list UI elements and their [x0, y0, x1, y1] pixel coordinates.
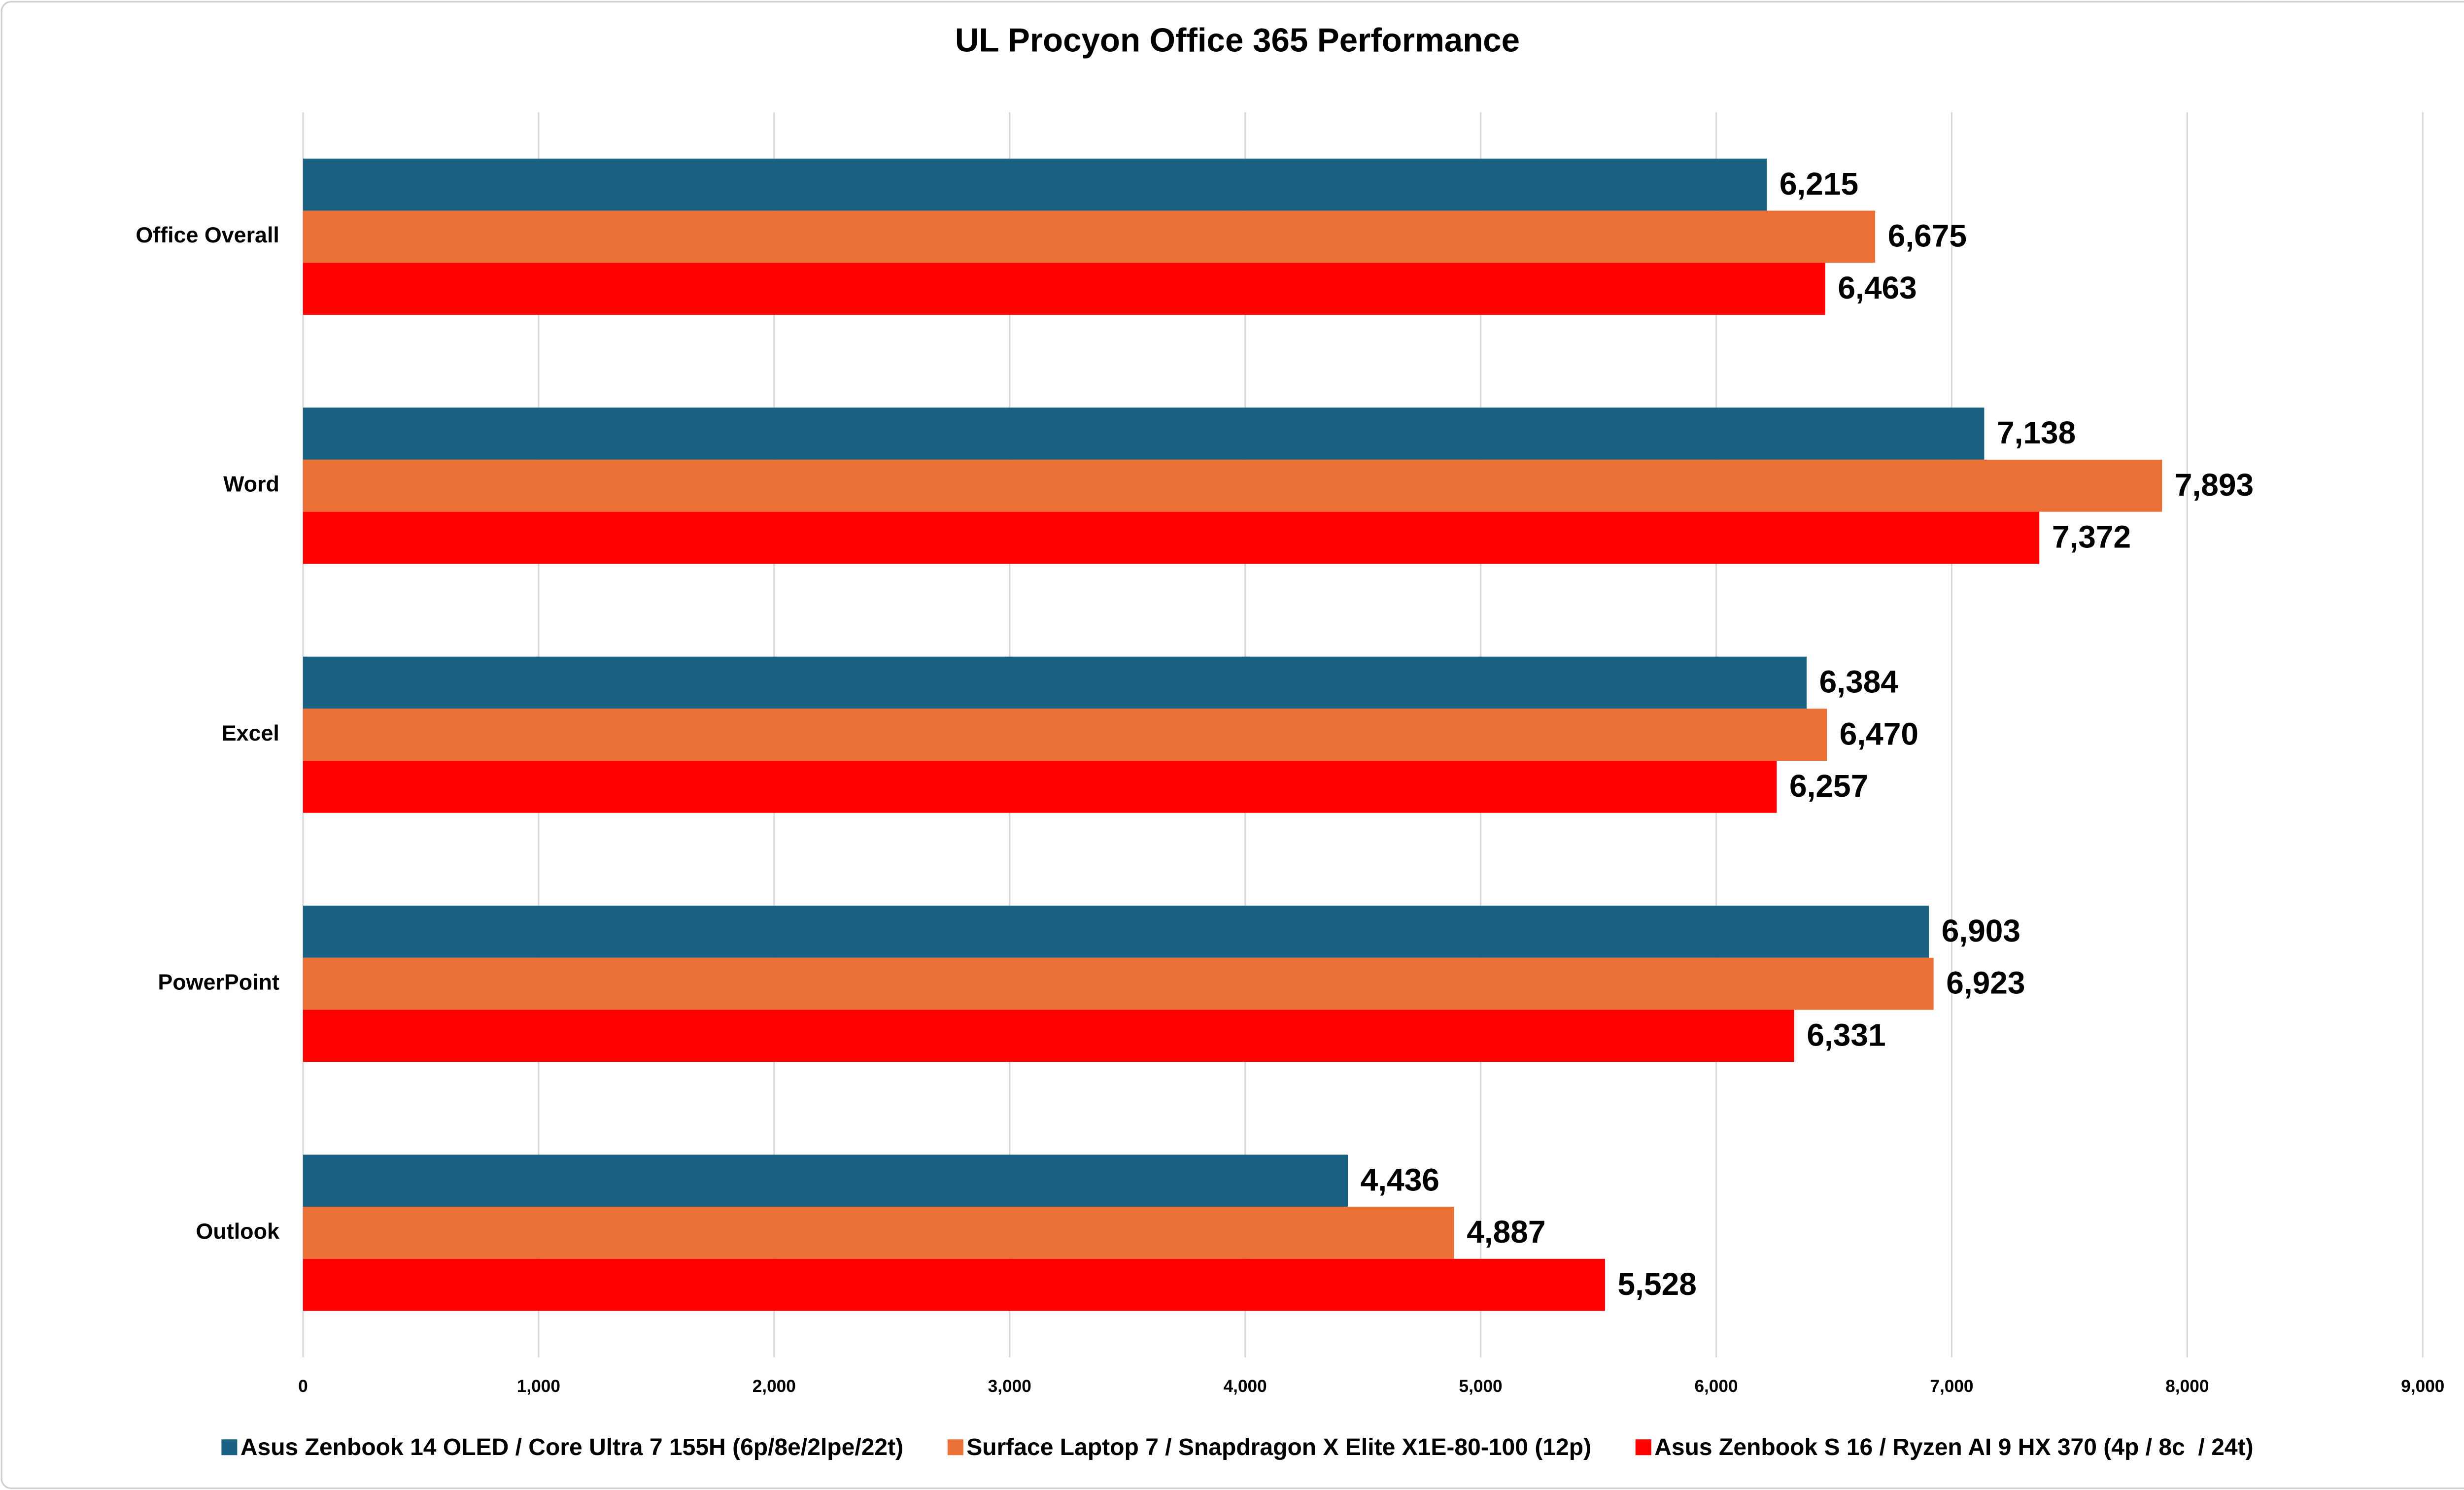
x-tick-label: 5,000	[1459, 1377, 1503, 1396]
data-label: 6,257	[1789, 768, 1868, 804]
legend-label: Asus Zenbook 14 OLED / Core Ultra 7 155H…	[240, 1434, 903, 1460]
legend-swatch	[1635, 1439, 1651, 1456]
bar	[303, 158, 1767, 211]
bar	[303, 656, 1807, 709]
data-label: 4,436	[1361, 1162, 1439, 1197]
chart-title: UL Procyon Office 365 Performance	[955, 22, 1520, 59]
data-label: 6,384	[1819, 664, 1899, 700]
x-tick-label: 3,000	[988, 1377, 1031, 1396]
bar	[303, 761, 1777, 813]
bar	[303, 957, 1934, 1010]
data-label: 6,903	[1942, 913, 2020, 948]
y-tick-label: Word	[223, 472, 279, 497]
y-tick-label: Office Overall	[136, 222, 279, 247]
data-label: 7,138	[1997, 415, 2076, 450]
bar	[303, 1207, 1454, 1259]
x-tick-label: 0	[298, 1377, 308, 1396]
legend-label: Surface Laptop 7 / Snapdragon X Elite X1…	[966, 1434, 1591, 1460]
bar	[303, 1154, 1348, 1207]
bar	[303, 1010, 1794, 1062]
data-label: 6,331	[1807, 1017, 1885, 1052]
bar	[303, 263, 1825, 315]
x-tick-label: 6,000	[1694, 1377, 1738, 1396]
x-tick-label: 4,000	[1224, 1377, 1267, 1396]
data-label: 5,528	[1618, 1266, 1697, 1302]
data-label: 6,215	[1780, 166, 1858, 202]
x-tick-label: 2,000	[753, 1377, 796, 1396]
bar	[303, 709, 1827, 761]
legend-swatch	[221, 1439, 238, 1456]
data-label: 4,887	[1467, 1214, 1545, 1250]
x-tick-label: 9,000	[2401, 1377, 2444, 1396]
data-label: 6,470	[1840, 716, 1918, 751]
x-tick-label: 1,000	[517, 1377, 560, 1396]
legend-label: Asus Zenbook S 16 / Ryzen AI 9 HX 370 (4…	[1654, 1434, 2253, 1460]
bar	[303, 511, 2040, 564]
y-tick-label: Excel	[222, 720, 279, 745]
bar	[303, 407, 1985, 460]
legend-swatch	[947, 1439, 963, 1456]
bar	[303, 459, 2162, 512]
data-label: 6,923	[1946, 965, 2025, 1001]
data-label: 7,893	[2175, 467, 2254, 503]
data-label: 7,372	[2052, 519, 2131, 555]
data-label: 6,463	[1838, 270, 1916, 305]
data-label: 6,675	[1888, 218, 1967, 254]
y-tick-label: Outlook	[196, 1219, 279, 1244]
bar	[303, 210, 1876, 263]
bar	[303, 906, 1929, 958]
bar	[303, 1258, 1605, 1311]
x-tick-label: 8,000	[2165, 1377, 2209, 1396]
x-tick-label: 7,000	[1930, 1377, 1973, 1396]
y-tick-label: PowerPoint	[158, 969, 279, 994]
